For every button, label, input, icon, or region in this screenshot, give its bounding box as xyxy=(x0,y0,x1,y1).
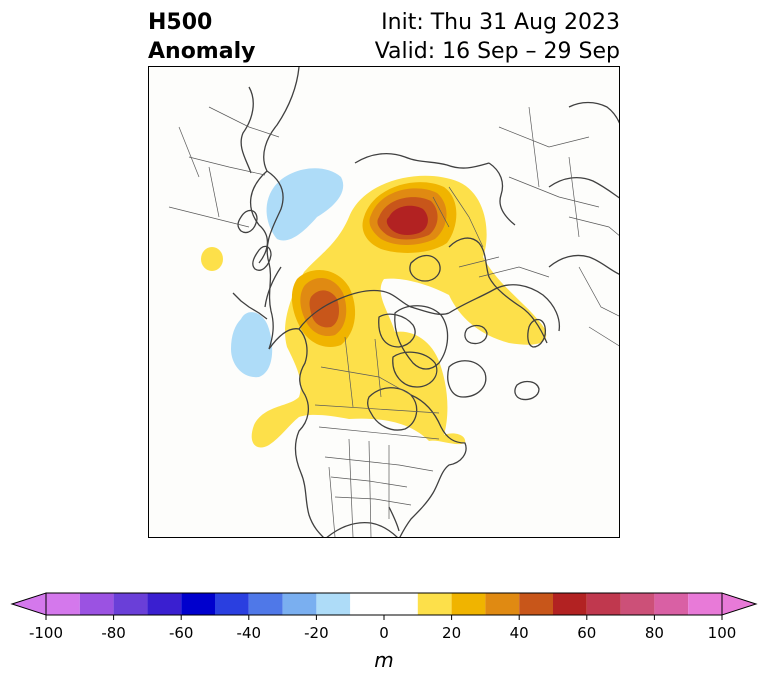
colorbar-segment xyxy=(654,593,689,615)
colorbar xyxy=(10,592,758,620)
colorbar-under-arrow xyxy=(10,592,47,616)
colorbar-segment xyxy=(113,593,148,615)
colorbar-segment xyxy=(451,593,486,615)
political-borders xyxy=(168,106,619,537)
colorbar-segment xyxy=(620,593,655,615)
map-background xyxy=(149,67,619,537)
colorbar-segment xyxy=(46,593,80,615)
colorbar-tick-label: -100 xyxy=(28,624,64,642)
colorbar-tick-label: -40 xyxy=(236,624,262,642)
map-dates: Init: Thu 31 Aug 2023 Valid: 16 Sep – 29… xyxy=(375,8,620,66)
colorbar-tick-label: 0 xyxy=(379,624,389,642)
colorbar-tick-label: 60 xyxy=(577,624,597,642)
colorbar-segment xyxy=(553,593,587,615)
colorbar-segment xyxy=(248,593,283,615)
coastlines xyxy=(232,67,619,537)
colorbar-segment xyxy=(282,593,317,615)
colorbar-segment xyxy=(181,593,215,615)
valid-range: Valid: 16 Sep – 29 Sep xyxy=(374,39,620,64)
positive-anomaly-main xyxy=(251,175,547,448)
colorbar-segment xyxy=(147,593,182,615)
map-title: H500 Anomaly xyxy=(148,8,255,66)
map-canvas xyxy=(149,67,619,537)
colorbar-segment xyxy=(350,593,418,615)
colorbar-segment xyxy=(688,593,722,615)
title-field: Anomaly xyxy=(148,39,256,64)
title-variable: H500 xyxy=(148,10,213,35)
colorbar-segment xyxy=(316,593,351,615)
positive-anomaly-russia-50 xyxy=(386,205,428,235)
colorbar-tick-label: -80 xyxy=(101,624,126,642)
colorbar-tick-label: 20 xyxy=(442,624,462,642)
colorbar-unit-label: m xyxy=(374,648,394,672)
colorbar-segment xyxy=(519,593,553,615)
anomaly-map xyxy=(148,66,620,538)
colorbar-tick-label: -20 xyxy=(304,624,329,642)
colorbar-segment xyxy=(485,593,520,615)
init-date: Init: Thu 31 Aug 2023 xyxy=(381,10,620,35)
colorbar-tick-label: 80 xyxy=(644,624,664,642)
colorbar-tick-label: 100 xyxy=(707,624,737,642)
colorbar-tick-label: -60 xyxy=(168,624,194,642)
colorbar-segment xyxy=(79,593,114,615)
negative-anomaly-siberia xyxy=(266,168,344,241)
positive-anomaly-pacific-patch xyxy=(201,247,223,271)
colorbar-segment xyxy=(215,593,249,615)
colorbar-segment xyxy=(417,593,452,615)
negative-anomaly-pacific xyxy=(231,312,273,378)
colorbar-over-arrow xyxy=(721,592,758,616)
colorbar-segment xyxy=(586,593,621,615)
positive-anomaly-alaska-40 xyxy=(309,290,339,328)
colorbar-tick-label: 40 xyxy=(509,624,529,642)
